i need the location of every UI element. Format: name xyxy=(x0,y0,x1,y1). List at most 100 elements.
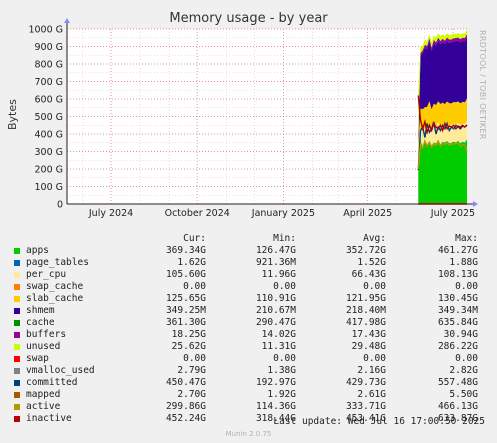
x-tick-label: July 2024 xyxy=(88,208,133,219)
legend-avg-value: 2.61G xyxy=(357,389,386,401)
legend-max-value: 557.48G xyxy=(438,377,478,389)
legend-avg-value: 0.00 xyxy=(363,281,386,293)
legend-name: buffers xyxy=(26,329,66,341)
y-tick-label: 100 G xyxy=(34,182,63,193)
legend-avg-value: 0.00 xyxy=(363,353,386,365)
y-tick-label: 300 G xyxy=(34,147,63,158)
legend-avg-value: 417.98G xyxy=(346,317,386,329)
legend-rows: apps 369.34G 126.47G 352.72G 461.27G page_tab… xyxy=(12,245,490,425)
legend-name: apps xyxy=(26,245,49,257)
legend-header-min: Min: xyxy=(273,233,296,245)
legend-name: inactive xyxy=(26,413,72,425)
legend-cur-value: 0.00 xyxy=(183,353,206,365)
y-tick-label: 500 G xyxy=(34,112,63,123)
y-tick-label: 1000 G xyxy=(28,25,63,36)
legend-row-cache: cache 361.30G 290.47G 417.98G 635.84G xyxy=(12,317,490,329)
legend-cur-value: 2.70G xyxy=(177,389,206,401)
legend-min-value: 921.36M xyxy=(256,257,296,269)
legend-swatch xyxy=(14,308,20,314)
legend-row-unused: unused 25.62G 11.31G 29.48G 286.22G xyxy=(12,341,490,353)
legend-row-page-tables: page_tables 1.62G 921.36M 1.52G 1.88G xyxy=(12,257,490,269)
legend-max-value: 2.82G xyxy=(449,365,478,377)
legend-avg-value: 218.40M xyxy=(346,305,386,317)
legend-max-value: 130.45G xyxy=(438,293,478,305)
legend-min-value: 114.36G xyxy=(256,401,296,413)
legend-name: slab_cache xyxy=(26,293,83,305)
legend-min-value: 110.91G xyxy=(256,293,296,305)
legend-min-value: 14.02G xyxy=(262,329,296,341)
x-tick-label: April 2025 xyxy=(343,208,392,219)
legend-cur-value: 2.79G xyxy=(177,365,206,377)
area-apps xyxy=(418,139,467,204)
legend-min-value: 290.47G xyxy=(256,317,296,329)
legend-cur-value: 299.86G xyxy=(166,401,206,413)
legend-min-value: 126.47G xyxy=(256,245,296,257)
legend-swatch xyxy=(14,320,20,326)
legend-avg-value: 333.71G xyxy=(346,401,386,413)
legend-max-value: 286.22G xyxy=(438,341,478,353)
legend-min-value: 0.00 xyxy=(273,353,296,365)
legend-name: active xyxy=(26,401,60,413)
legend-max-value: 0.00 xyxy=(455,281,478,293)
legend-cur-value: 369.34G xyxy=(166,245,206,257)
legend-max-value: 635.84G xyxy=(438,317,478,329)
legend-avg-value: 429.73G xyxy=(346,377,386,389)
legend-name: swap_cache xyxy=(26,281,83,293)
legend-row-buffers: buffers 18.25G 14.02G 17.43G 30.94G xyxy=(12,329,490,341)
legend-row-active: active 299.86G 114.36G 333.71G 466.13G xyxy=(12,401,490,413)
legend-min-value: 192.97G xyxy=(256,377,296,389)
legend-swatch xyxy=(14,272,20,278)
legend-cur-value: 450.47G xyxy=(166,377,206,389)
stacked-areas xyxy=(418,30,467,204)
legend-max-value: 30.94G xyxy=(444,329,478,341)
legend-swatch xyxy=(14,392,20,398)
y-tick-label: 0 xyxy=(57,200,63,211)
legend-name: vmalloc_used xyxy=(26,365,95,377)
y-tick-label: 700 G xyxy=(34,77,63,88)
legend-avg-value: 29.48G xyxy=(352,341,386,353)
legend-cur-value: 361.30G xyxy=(166,317,206,329)
legend-name: swap xyxy=(26,353,49,365)
y-tick-label: 600 G xyxy=(34,95,63,106)
legend-max-value: 461.27G xyxy=(438,245,478,257)
legend-max-value: 1.88G xyxy=(449,257,478,269)
legend-max-value: 108.13G xyxy=(438,269,478,281)
legend-swatch xyxy=(14,248,20,254)
legend-name: shmem xyxy=(26,305,55,317)
legend-cur-value: 0.00 xyxy=(183,281,206,293)
legend-swatch xyxy=(14,368,20,374)
legend-swatch xyxy=(14,260,20,266)
y-axis-arrow xyxy=(64,18,70,23)
legend-swatch xyxy=(14,296,20,302)
y-tick-label: 800 G xyxy=(34,60,63,71)
x-tick-label: January 2025 xyxy=(251,208,315,219)
legend-avg-value: 66.43G xyxy=(352,269,386,281)
legend-header-avg: Avg: xyxy=(363,233,386,245)
legend-cur-value: 125.65G xyxy=(166,293,206,305)
legend-avg-value: 17.43G xyxy=(352,329,386,341)
legend-swatch xyxy=(14,356,20,362)
legend-avg-value: 121.95G xyxy=(346,293,386,305)
legend-max-value: 466.13G xyxy=(438,401,478,413)
legend-cur-value: 1.62G xyxy=(177,257,206,269)
x-tick-label: July 2025 xyxy=(430,208,475,219)
legend-header: Cur: Min: Avg: Max: xyxy=(12,233,490,245)
legend-row-per-cpu: per_cpu 105.60G 11.96G 66.43G 108.13G xyxy=(12,269,490,281)
footer-version: Munin 2.0.75 xyxy=(0,430,497,438)
legend-name: cache xyxy=(26,317,55,329)
legend-header-cur: Cur: xyxy=(183,233,206,245)
legend-min-value: 11.96G xyxy=(262,269,296,281)
legend-min-value: 11.31G xyxy=(262,341,296,353)
legend-swatch xyxy=(14,404,20,410)
legend-max-value: 0.00 xyxy=(455,353,478,365)
legend-row-mapped: mapped 2.70G 1.92G 2.61G 5.50G xyxy=(12,389,490,401)
legend-cur-value: 105.60G xyxy=(166,269,206,281)
last-update: Last update: Wed Jul 16 17:00:50 2025 xyxy=(273,416,485,427)
legend-swatch xyxy=(14,380,20,386)
legend-row-swap-cache: swap_cache 0.00 0.00 0.00 0.00 xyxy=(12,281,490,293)
legend-avg-value: 352.72G xyxy=(346,245,386,257)
legend-name: mapped xyxy=(26,389,60,401)
legend-name: committed xyxy=(26,377,77,389)
x-axis-arrow xyxy=(473,201,478,207)
y-tick-label: 400 G xyxy=(34,130,63,141)
